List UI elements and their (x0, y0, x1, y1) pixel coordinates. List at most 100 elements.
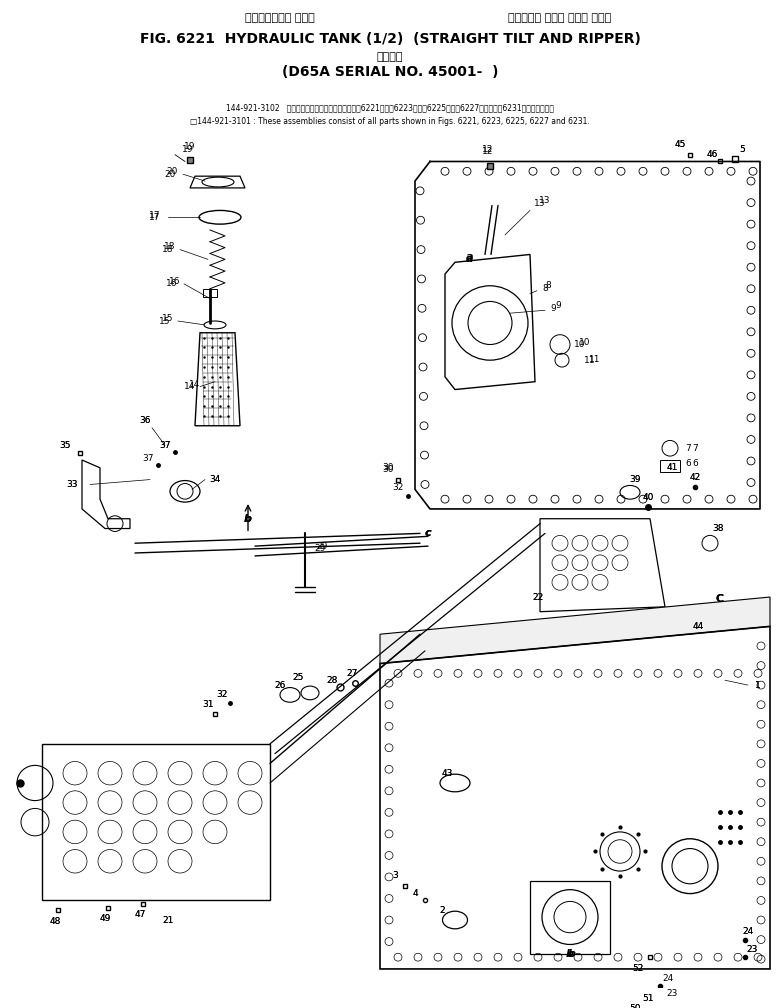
Text: 10: 10 (574, 340, 586, 349)
Text: 48: 48 (49, 917, 61, 926)
Text: 26: 26 (274, 680, 286, 689)
Text: b: b (244, 514, 252, 524)
Text: 144-921-3102   これらのアセンブリの構成部品は第6221図、第6223図、第6225図、第6227図および第6231図を含みます。: 144-921-3102 これらのアセンブリの構成部品は第6221図、第6223… (226, 103, 554, 112)
Text: 52: 52 (633, 965, 644, 974)
Text: 29: 29 (316, 541, 328, 550)
Text: 34: 34 (209, 475, 221, 484)
Text: 33: 33 (66, 480, 78, 489)
Text: 40: 40 (642, 493, 654, 502)
Text: 43: 43 (441, 769, 453, 778)
Text: C: C (716, 594, 724, 604)
Text: 38: 38 (712, 524, 724, 533)
Text: 9: 9 (555, 300, 561, 309)
Text: 10: 10 (580, 338, 590, 347)
Text: 5: 5 (739, 145, 745, 154)
Text: 36: 36 (139, 416, 151, 425)
Text: 31: 31 (202, 701, 214, 710)
Text: 16: 16 (166, 279, 178, 288)
Text: 2: 2 (439, 906, 445, 914)
Text: 4: 4 (412, 889, 418, 898)
Text: 39: 39 (629, 475, 640, 484)
Text: 13: 13 (539, 197, 551, 206)
Text: 6: 6 (685, 460, 691, 469)
Text: 30: 30 (382, 466, 394, 475)
Text: 42: 42 (690, 473, 701, 482)
Text: 40: 40 (642, 493, 654, 502)
Text: 38: 38 (712, 524, 724, 533)
Text: 3: 3 (392, 872, 398, 880)
Text: 32: 32 (216, 690, 228, 700)
Text: 14: 14 (184, 382, 196, 391)
Text: 35: 35 (59, 440, 71, 450)
Text: 19: 19 (182, 145, 194, 154)
Text: 45: 45 (674, 140, 686, 149)
Text: 52: 52 (633, 965, 644, 974)
Text: 12: 12 (483, 147, 494, 156)
Text: 16: 16 (169, 277, 180, 286)
Text: 23: 23 (747, 944, 758, 954)
Text: 7: 7 (685, 444, 691, 453)
Text: 15: 15 (159, 317, 171, 326)
Text: 41: 41 (666, 464, 678, 473)
Text: 19: 19 (184, 142, 196, 151)
Text: 43: 43 (441, 769, 453, 778)
Text: 26: 26 (274, 680, 286, 689)
Text: a: a (466, 254, 474, 264)
Text: 9: 9 (550, 303, 556, 312)
Text: 44: 44 (693, 622, 704, 631)
Text: 49: 49 (99, 913, 111, 922)
Text: 34: 34 (209, 475, 221, 484)
Text: 23: 23 (666, 989, 678, 998)
Text: 49: 49 (99, 913, 111, 922)
Text: 28: 28 (326, 675, 337, 684)
Text: C: C (716, 594, 724, 604)
Text: 1: 1 (755, 680, 761, 689)
Text: 37: 37 (159, 440, 171, 450)
Text: 27: 27 (346, 669, 358, 677)
Text: 21: 21 (162, 915, 173, 924)
Text: 32: 32 (216, 690, 228, 700)
Text: 47: 47 (134, 909, 146, 918)
Bar (530, 881, 610, 955)
Text: 12: 12 (483, 145, 494, 154)
Polygon shape (380, 597, 770, 663)
Text: FIG. 6221  HYDRAULIC TANK (1/2)  (STRAIGHT TILT AND RIPPER): FIG. 6221 HYDRAULIC TANK (1/2) (STRAIGHT… (140, 32, 640, 46)
Text: 11: 11 (589, 355, 601, 364)
Text: 22: 22 (533, 593, 544, 602)
Text: 11: 11 (584, 356, 596, 365)
Text: b: b (566, 950, 574, 960)
Text: 37: 37 (159, 440, 171, 450)
Text: 22: 22 (533, 593, 544, 602)
Text: 17: 17 (149, 211, 161, 220)
Text: 27: 27 (346, 669, 358, 677)
Text: 33: 33 (66, 480, 78, 489)
Text: 4: 4 (412, 889, 418, 898)
Text: 51: 51 (642, 994, 654, 1003)
Text: 46: 46 (706, 150, 718, 159)
Text: 30: 30 (382, 464, 394, 473)
Text: 18: 18 (164, 242, 176, 251)
Text: b: b (244, 514, 252, 524)
Text: 32: 32 (392, 483, 404, 492)
Text: 50: 50 (629, 1004, 640, 1008)
Text: 24: 24 (743, 927, 754, 936)
Text: 51: 51 (642, 994, 654, 1003)
Text: ストレート チルト および リッパ: ストレート チルト および リッパ (508, 13, 612, 22)
Text: 36: 36 (139, 416, 151, 425)
Text: □144-921-3101 : These assemblies consist of all parts shown in Figs. 6221, 6223,: □144-921-3101 : These assemblies consist… (190, 117, 590, 126)
Text: 31: 31 (202, 701, 214, 710)
Text: 35: 35 (59, 440, 71, 450)
Text: 50: 50 (629, 1004, 640, 1008)
Text: 7: 7 (692, 444, 698, 453)
Text: 24: 24 (662, 974, 674, 983)
Text: 2: 2 (439, 906, 445, 914)
Text: 5: 5 (739, 145, 745, 154)
Text: 8: 8 (545, 281, 551, 290)
Text: 45: 45 (674, 140, 686, 149)
Text: 25: 25 (292, 672, 304, 681)
Text: 46: 46 (706, 150, 718, 159)
Text: 39: 39 (629, 475, 640, 484)
Text: 48: 48 (49, 917, 61, 926)
Bar (660, 460, 680, 472)
Text: 24: 24 (743, 927, 754, 936)
